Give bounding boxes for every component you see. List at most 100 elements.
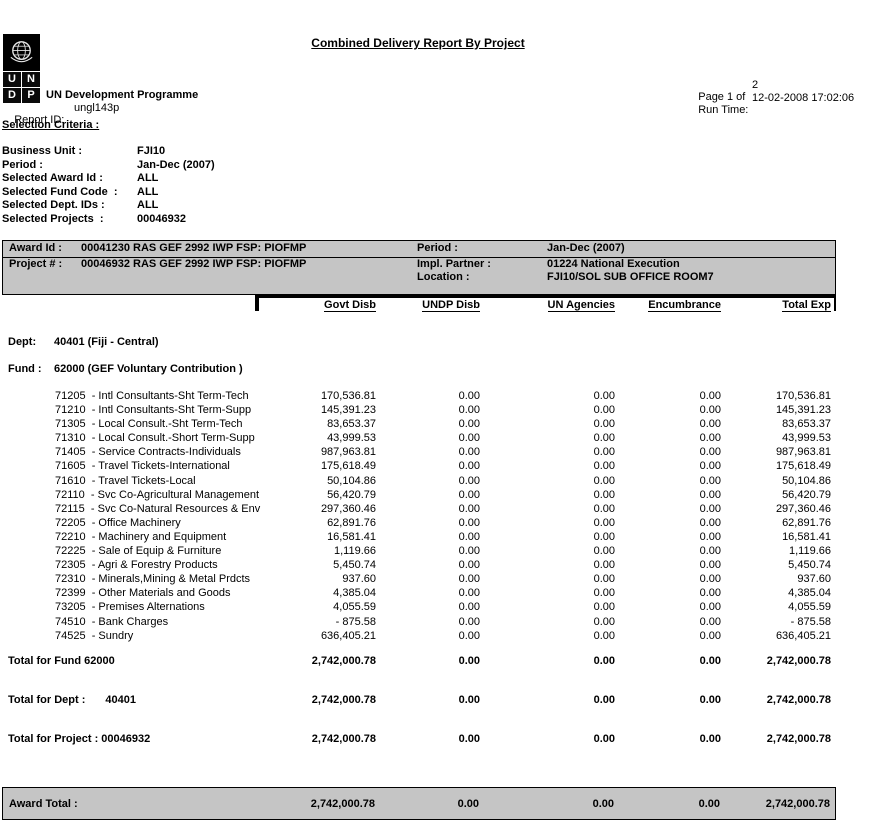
govt-disb-cell: 2,742,000.78 xyxy=(311,655,376,667)
table-row: 72205 - Office Machinery 62,891.76 0.00 … xyxy=(0,516,877,530)
govt-disb-cell: 4,055.59 xyxy=(333,601,376,614)
un-agencies-cell: 0.00 xyxy=(593,629,615,642)
undp-disb-cell: 0.00 xyxy=(458,733,480,745)
encumbrance-cell: 0.00 xyxy=(699,390,721,402)
selection-label: Business Unit : xyxy=(2,145,83,157)
table-row: 72225 - Sale of Equip & Furniture 1,119.… xyxy=(0,544,877,558)
project-number-label: Project # : xyxy=(9,257,63,270)
account-cell: 72305 - Agri & Forestry Products xyxy=(55,559,218,572)
encumbrance-cell: 0.00 xyxy=(699,587,721,600)
fund-line: Fund : 62000 (GEF Voluntary Contribution… xyxy=(8,363,243,375)
account-cell: 74525 - Sundry xyxy=(55,629,134,642)
account-cell: 74510 - Bank Charges xyxy=(55,615,169,628)
un-agencies-cell: 0.00 xyxy=(593,733,615,745)
undp-disb-cell: 0.00 xyxy=(458,559,480,572)
un-agencies-cell: 0.00 xyxy=(593,502,615,515)
total-exp-cell: 1,119.66 xyxy=(788,545,831,558)
un-agencies-cell: 0.00 xyxy=(593,694,615,706)
total-exp-cell: 56,420.79 xyxy=(782,488,831,501)
selection-item: Selected Award Id : ALL xyxy=(2,172,402,186)
total-row-label: Total for Project : 00046932 xyxy=(8,733,151,745)
dept-line: Dept: 40401 (Fiji - Central) xyxy=(8,336,159,348)
undp-disb-cell: 0.00 xyxy=(458,629,480,642)
un-emblem-icon xyxy=(3,34,40,71)
total-exp-cell: 5,450.74 xyxy=(788,559,831,572)
run-time-value: 12-02-2008 17:02:06 xyxy=(752,92,855,104)
selection-value: ALL xyxy=(137,185,159,198)
encumbrance-cell: 0.00 xyxy=(699,655,721,667)
account-cell: 72110 - Svc Co-Agricultural Management xyxy=(55,488,260,501)
table-row: 72115 - Svc Co-Natural Resources & Env 2… xyxy=(0,502,877,516)
logo-row-un: U N xyxy=(3,72,41,87)
period-label: Period : xyxy=(417,242,458,254)
total-exp-cell: 4,055.59 xyxy=(788,601,831,614)
award-total-govt-disb: 2,742,000.78 xyxy=(310,797,375,810)
project-row: Project # : 00046932 RAS GEF 2992 IWP FS… xyxy=(3,258,835,272)
govt-disb-cell: 83,653.37 xyxy=(327,418,376,431)
total-exp-cell: 4,385.04 xyxy=(788,587,831,600)
govt-disb-cell: 5,450.74 xyxy=(333,559,376,572)
total-exp-cell: 2,742,000.78 xyxy=(766,694,831,706)
encumbrance-cell: 0.00 xyxy=(699,601,721,614)
encumbrance-cell: 0.00 xyxy=(699,502,721,515)
encumbrance-cell: 0.00 xyxy=(699,573,721,586)
encumbrance-cell: 0.00 xyxy=(699,559,721,572)
column-header-govt-disb: Govt Disb xyxy=(324,299,376,312)
undp-disb-cell: 0.00 xyxy=(458,601,480,614)
total-exp-cell: 50,104.86 xyxy=(782,474,831,487)
location-value: FJI10/SOL SUB OFFICE ROOM7 xyxy=(547,271,714,283)
undp-disb-cell: 0.00 xyxy=(458,694,480,706)
undp-disb-cell: 0.00 xyxy=(458,516,480,529)
page-title: Combined Delivery Report By Project xyxy=(0,36,836,50)
un-agencies-cell: 0.00 xyxy=(593,545,615,558)
award-id-label: Award Id : xyxy=(9,242,62,254)
un-agencies-cell: 0.00 xyxy=(593,460,615,473)
selection-label: Selected Fund Code : xyxy=(2,185,118,198)
un-agencies-cell: 0.00 xyxy=(593,655,615,667)
undp-disb-cell: 0.00 xyxy=(458,432,480,445)
table-row: 74510 - Bank Charges - 875.58 0.00 0.00 … xyxy=(0,615,877,629)
table-row: 73205 - Premises Alternations 4,055.59 0… xyxy=(0,600,877,614)
govt-disb-cell: 1,119.66 xyxy=(333,545,376,558)
dept-label: Dept: xyxy=(8,336,37,348)
total-exp-cell: 62,891.76 xyxy=(782,516,831,529)
location-label: Location : xyxy=(417,271,470,283)
encumbrance-cell: 0.00 xyxy=(699,474,721,487)
table-row: 72305 - Agri & Forestry Products 5,450.7… xyxy=(0,558,877,572)
page-number-label: Page 1 of xyxy=(698,91,746,103)
total-exp-cell: 175,618.49 xyxy=(775,460,831,473)
un-agencies-cell: 0.00 xyxy=(593,573,615,586)
govt-disb-cell: 50,104.86 xyxy=(327,474,376,487)
table-row: 71605 - Travel Tickets-International 175… xyxy=(0,459,877,473)
encumbrance-cell: 0.00 xyxy=(699,733,721,745)
govt-disb-cell: 2,742,000.78 xyxy=(311,694,376,706)
selection-value: FJI10 xyxy=(137,145,166,157)
undp-disb-cell: 0.00 xyxy=(458,488,480,501)
govt-disb-cell: 4,385.04 xyxy=(333,587,376,600)
fund-label: Fund : xyxy=(8,363,42,375)
award-id-row: Award Id : 00041230 RAS GEF 2992 IWP FSP… xyxy=(3,241,835,258)
total-exp-cell: 2,742,000.78 xyxy=(766,733,831,745)
govt-disb-cell: 175,618.49 xyxy=(320,460,376,473)
dept-value: 40401 (Fiji - Central) xyxy=(54,336,159,348)
column-header-encumbrance: Encumbrance xyxy=(648,299,721,312)
page-number-line: Page 1 of 2 xyxy=(686,79,876,127)
logo-letter-p: P xyxy=(22,88,40,103)
total-row-sublabel: 40401 xyxy=(105,694,136,706)
total-exp-cell: 43,999.53 xyxy=(782,432,831,445)
encumbrance-cell: 0.00 xyxy=(699,694,721,706)
un-agencies-cell: 0.00 xyxy=(593,404,615,417)
encumbrance-cell: 0.00 xyxy=(699,545,721,558)
encumbrance-cell: 0.00 xyxy=(699,488,721,501)
impl-partner-label: Impl. Partner : xyxy=(417,257,491,270)
period-value: Jan-Dec (2007) xyxy=(547,242,625,254)
un-agencies-cell: 0.00 xyxy=(593,446,615,459)
column-header-un-agencies: UN Agencies xyxy=(547,299,615,312)
account-cell: 71210 - Intl Consultants-Sht Term-Supp xyxy=(55,404,252,417)
undp-disb-cell: 0.00 xyxy=(458,446,480,459)
table-row: 71210 - Intl Consultants-Sht Term-Supp 1… xyxy=(0,403,877,417)
selection-item: Selected Dept. IDs : ALL xyxy=(2,199,402,213)
govt-disb-cell: 62,891.76 xyxy=(327,516,376,529)
undp-disb-cell: 0.00 xyxy=(458,655,480,667)
encumbrance-cell: 0.00 xyxy=(699,516,721,529)
